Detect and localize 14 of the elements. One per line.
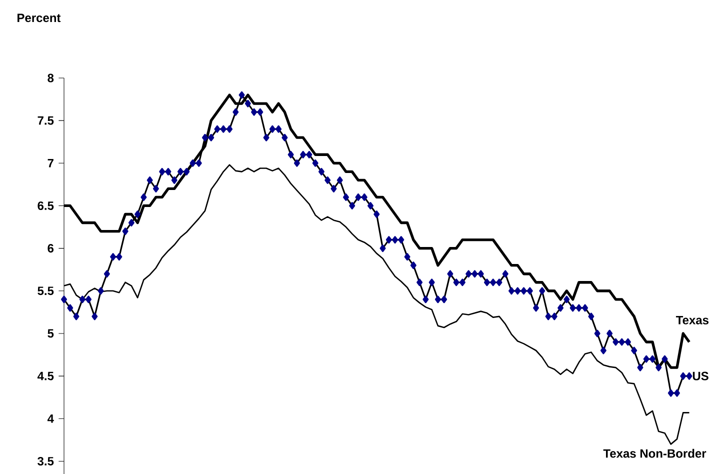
- y-tick-label: 4.5: [37, 372, 54, 380]
- y-tick-label: 6: [48, 244, 54, 252]
- y-tick-label: 7: [48, 158, 54, 168]
- y-tick-label: 6.5: [38, 201, 54, 210]
- series-label: Texas Non-Border: [603, 448, 706, 458]
- series-label: Texas: [676, 316, 709, 324]
- y-tick-label: 7.5: [38, 116, 54, 125]
- y-axis-title: Percent: [18, 14, 61, 22]
- y-tick-label: 5.5: [38, 286, 54, 295]
- y-tick-label: 3.5: [38, 456, 54, 466]
- y-tick-label: 8: [48, 74, 54, 82]
- y-tick-label: 5: [48, 329, 54, 338]
- series-label: US: [692, 372, 708, 380]
- y-tick-label: 4: [47, 414, 54, 423]
